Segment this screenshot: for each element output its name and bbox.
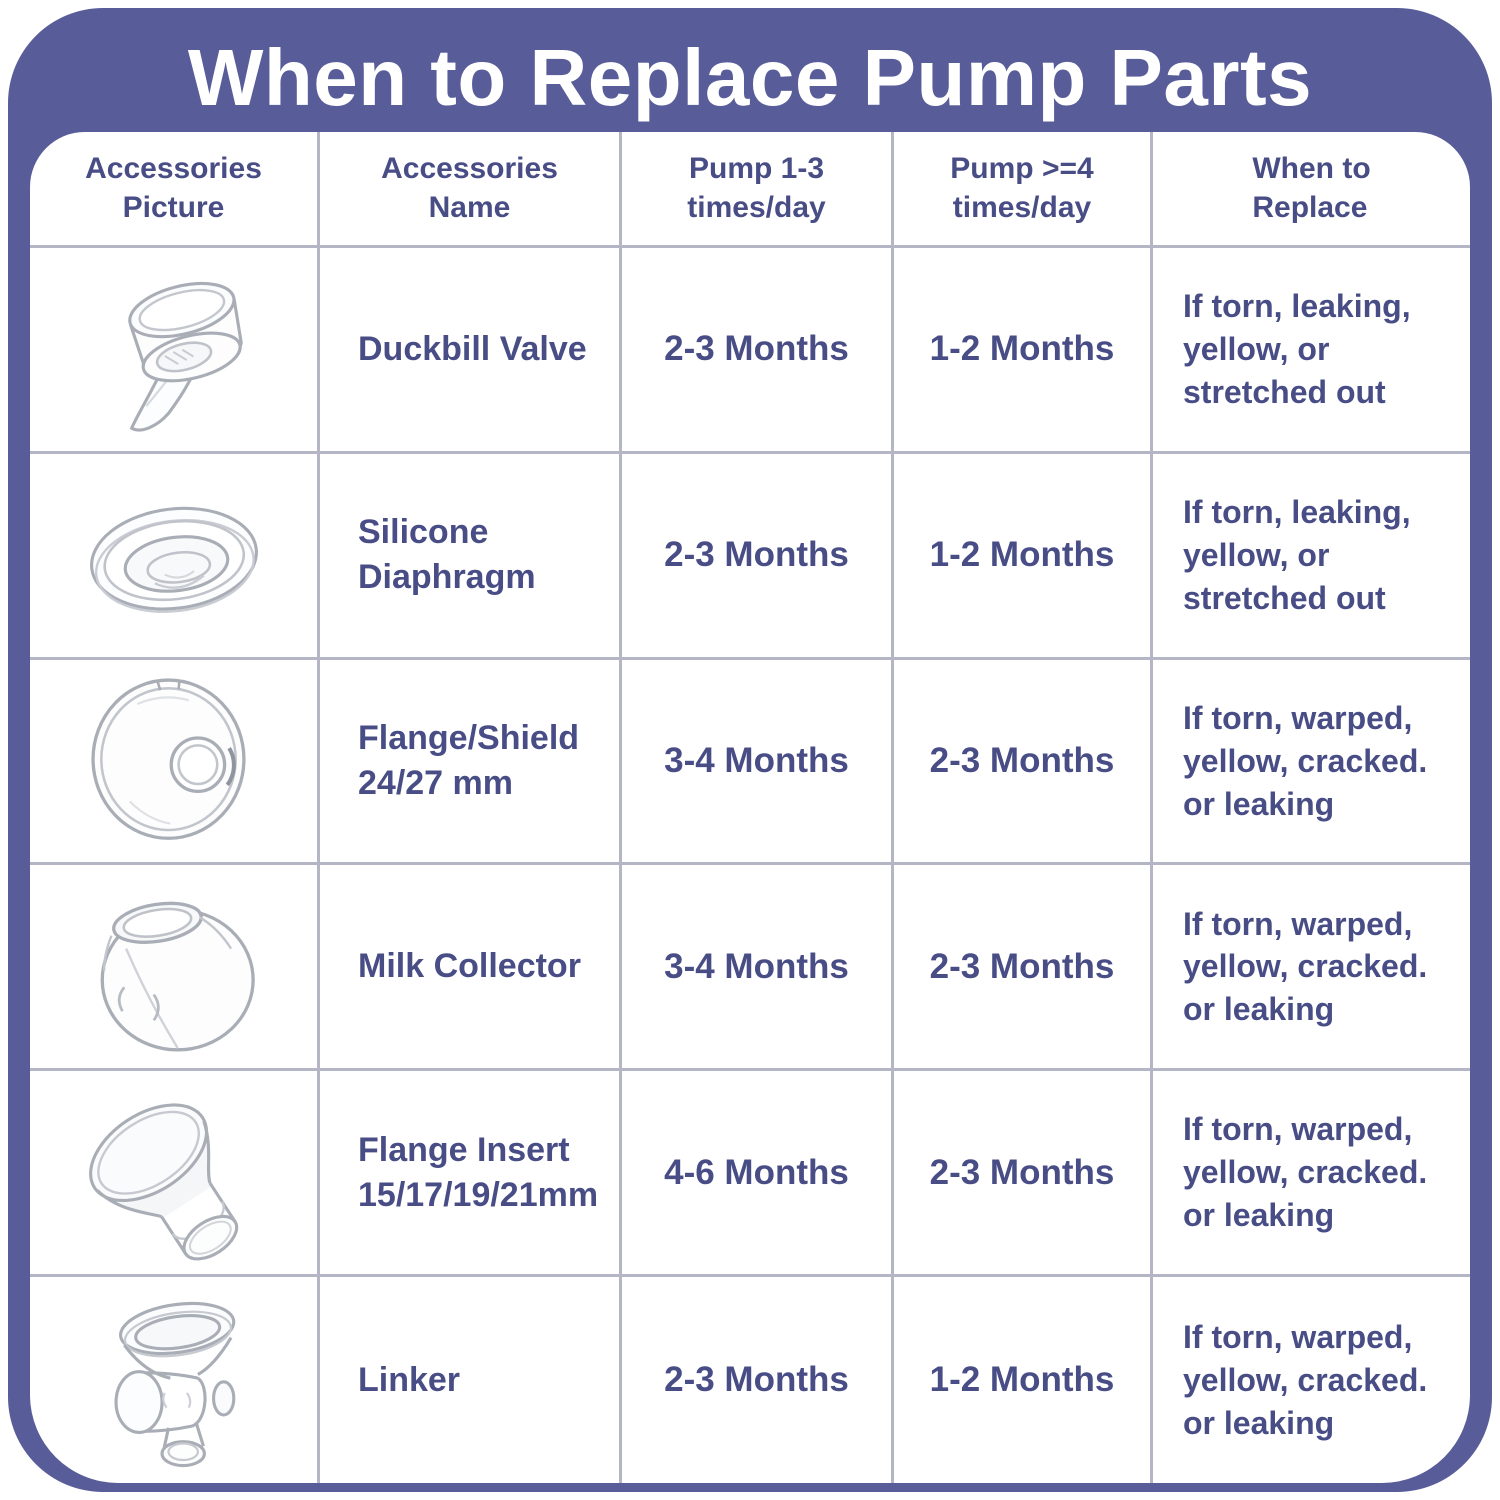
table-row-1-replace-cell: If torn, leaking, yellow, or stretched o… [1153, 248, 1470, 454]
header-cell-pump-ge4: Pump >=4 times/day [894, 132, 1153, 248]
header-cell-pump-1-3: Pump 1-3 times/day [622, 132, 894, 248]
table-row-2-picture-cell [30, 453, 320, 660]
header-label: When to Replace [1252, 152, 1371, 224]
table-row-1-pumpge4-cell: 1-2 Months [894, 248, 1153, 454]
table-row-3-name-cell: Flange/Shield 24/27 mm [320, 659, 622, 866]
header-label: Pump >=4 times/day [950, 152, 1094, 224]
table-row-5-picture-cell [30, 1071, 320, 1278]
table-row-6-pump13-cell: 2-3 Months [622, 1277, 894, 1483]
milk-collector-image [100, 901, 255, 1052]
table-row-5-replace-cell: If torn, warped, yellow, cracked. or lea… [1153, 1071, 1470, 1278]
table-row-2-pump13-cell: 2-3 Months [622, 453, 894, 660]
flange-shield-image [90, 678, 246, 840]
header-cell-accessories-picture: Accessories Picture [30, 132, 320, 248]
table-row-5-pumpge4-cell: 2-3 Months [894, 1071, 1153, 1278]
table-row-2-replace-cell: If torn, leaking, yellow, or stretched o… [1153, 454, 1470, 660]
table-row-2-pumpge4-cell: 1-2 Months [894, 453, 1153, 660]
table-row-4-name-cell: Milk Collector [320, 865, 622, 1072]
table-row-6-replace-cell: If torn, warped, yellow, cracked. or lea… [1183, 1318, 1428, 1441]
table-row-1-pump13-cell: 2-3 Months [622, 248, 894, 454]
table-row-6-name-cell: Linker [320, 1277, 622, 1483]
replacement-table: Accessories Picture Accessories Name Pum… [30, 132, 1470, 1483]
table-row-4-picture-cell [30, 865, 320, 1072]
header-label: Pump 1-3 times/day [687, 152, 826, 224]
header-cell-accessories-name: Accessories Name [320, 132, 622, 248]
page-title: When to Replace Pump Parts [187, 33, 1313, 122]
table-row-4-replace-cell: If torn, warped, yellow, cracked. or lea… [1153, 865, 1470, 1072]
table-row-1-picture-cell [30, 248, 320, 454]
header-label: Accessories Name [381, 152, 558, 224]
table-row-3-picture-cell [30, 659, 320, 866]
table-row-6-pumpge4-cell: 1-2 Months [894, 1277, 1153, 1483]
table-row-4-pump13-cell: 3-4 Months [622, 865, 894, 1072]
table-row-3-pumpge4-cell: 2-3 Months [894, 659, 1153, 866]
flange-insert-image [88, 1103, 238, 1261]
table-row-3-replace-cell: If torn, warped, yellow, cracked. or lea… [1153, 660, 1470, 866]
table-row-5-name-cell: Flange Insert 15/17/19/21mm [320, 1071, 622, 1278]
table-row-2-name-cell: Silicone Diaphragm [320, 453, 622, 660]
table-row-6-picture-cell [30, 1277, 320, 1483]
header-label: Accessories Picture [85, 152, 262, 224]
table-row-4-pumpge4-cell: 2-3 Months [894, 865, 1153, 1072]
duckbill-valve-image [127, 282, 243, 432]
linker-image [113, 1302, 235, 1468]
table-row-5-pump13-cell: 4-6 Months [622, 1071, 894, 1278]
silicone-diaphragm-image [89, 507, 258, 614]
header-cell-when-to-replace: When to Replace [1153, 132, 1470, 248]
table-row-1-name-cell: Duckbill Valve [320, 248, 622, 454]
table-row-3-pump13-cell: 3-4 Months [622, 659, 894, 866]
